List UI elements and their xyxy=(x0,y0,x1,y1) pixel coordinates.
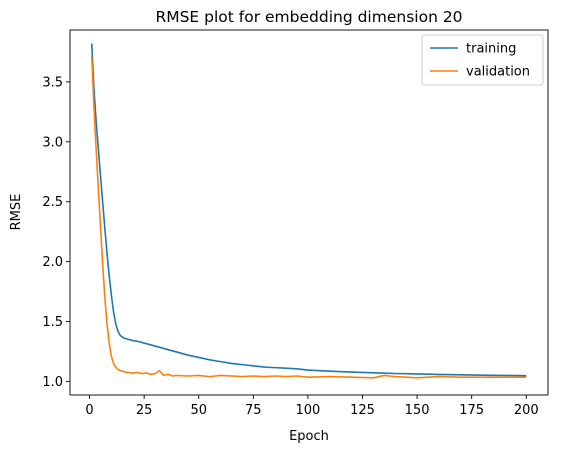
x-axis: 0 25 50 75 100 125 150 175 200 xyxy=(85,395,539,418)
y-tick-label: 1.0 xyxy=(42,375,63,390)
legend-label-training: training xyxy=(466,42,516,57)
x-tick-label: 125 xyxy=(350,403,375,418)
y-tick-label: 1.5 xyxy=(42,315,63,330)
x-tick-label: 175 xyxy=(459,403,484,418)
x-tick-label: 0 xyxy=(85,403,93,418)
y-tick-label: 2.5 xyxy=(42,195,63,210)
x-axis-title: Epoch xyxy=(289,429,329,444)
x-tick-label: 50 xyxy=(190,403,207,418)
y-tick-label: 3.5 xyxy=(42,75,63,90)
y-tick-label: 3.0 xyxy=(42,135,63,150)
y-axis: 1.0 1.5 2.0 2.5 3.0 3.5 xyxy=(42,75,70,390)
x-tick-label: 200 xyxy=(514,403,539,418)
y-axis-title: RMSE xyxy=(9,194,24,231)
x-tick-label: 150 xyxy=(405,403,430,418)
series-line-validation xyxy=(90,55,527,379)
x-tick-label: 25 xyxy=(136,403,153,418)
y-tick-label: 2.0 xyxy=(42,255,63,270)
series-line-training xyxy=(90,43,527,377)
x-tick-label: 75 xyxy=(245,403,262,418)
legend-label-validation: validation xyxy=(466,65,530,80)
legend: training validation xyxy=(421,34,544,86)
chart-title: RMSE plot for embedding dimension 20 xyxy=(155,8,462,26)
x-tick-label: 100 xyxy=(295,403,320,418)
plot-frame xyxy=(69,29,549,396)
series-layer xyxy=(90,43,527,379)
